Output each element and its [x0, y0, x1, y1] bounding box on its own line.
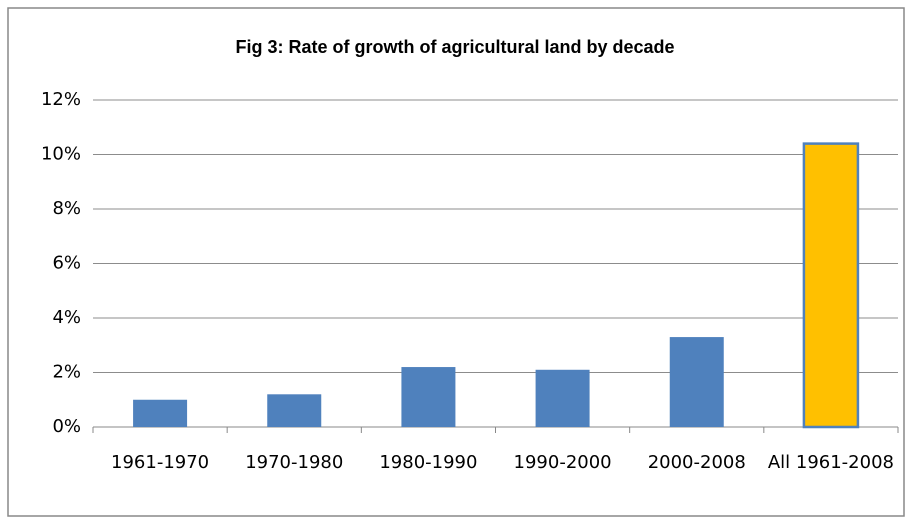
- bar: [133, 399, 188, 427]
- y-tick-label: 2%: [52, 362, 81, 383]
- bar: [535, 369, 590, 427]
- x-tick-label: 1970-1980: [245, 452, 344, 473]
- bar: [401, 367, 456, 427]
- bar: [802, 142, 860, 429]
- y-tick-label: 4%: [52, 307, 81, 328]
- x-tick-label: All 1961-2008: [767, 452, 894, 473]
- chart-frame: [7, 7, 905, 517]
- y-tick-label: 0%: [52, 416, 81, 437]
- x-tick-label: 1961-1970: [111, 452, 210, 473]
- chart-title: Fig 3: Rate of growth of agricultural la…: [235, 37, 674, 57]
- bar: [267, 394, 322, 427]
- x-tick-label: 1990-2000: [513, 452, 612, 473]
- x-tick-label: 1980-1990: [379, 452, 478, 473]
- y-tick-label: 6%: [52, 253, 81, 274]
- y-tick-label: 8%: [52, 198, 81, 219]
- y-tick-label: 12%: [41, 89, 81, 110]
- bar: [669, 337, 724, 427]
- y-tick-label: 10%: [41, 144, 81, 165]
- x-tick-label: 2000-2008: [647, 452, 746, 473]
